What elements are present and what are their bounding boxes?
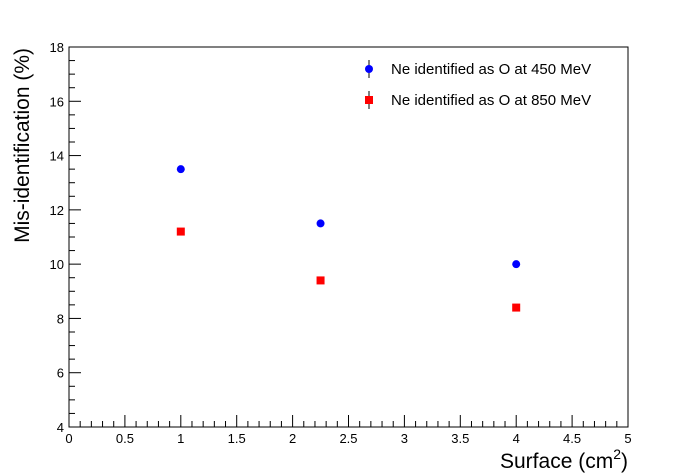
data-point-850mev: [316, 276, 325, 285]
x-tick-label: 4.5: [563, 431, 581, 446]
tick-labels: 0 0.5 1 1.5 2 2.5 3 3.5 4 4.5 5 4 6 8 10 12 14 16 18: [50, 40, 632, 446]
x-tick-label: 0: [65, 431, 72, 446]
x-tick-label: 1.5: [228, 431, 246, 446]
y-tick-label: 8: [57, 311, 64, 326]
y-tick-label: 18: [50, 40, 64, 55]
y-tick-label: 6: [57, 366, 64, 381]
x-tick-label: 2.5: [339, 431, 357, 446]
ticks: [68, 46, 629, 428]
legend-marker-square: [365, 96, 373, 104]
x-tick-label: 1: [177, 431, 184, 446]
x-tick-label: 3.5: [451, 431, 469, 446]
data-point-850mev: [512, 303, 521, 312]
data-point-850mev: [176, 227, 185, 236]
legend: Ne identified as O at 450 MeV Ne identifi…: [365, 60, 591, 109]
y-tick-label: 16: [50, 94, 64, 109]
data-marks: [176, 165, 521, 312]
x-tick-label: 5: [624, 431, 631, 446]
legend-marker-circle: [365, 65, 373, 73]
x-tick-label: 2: [289, 431, 296, 446]
y-tick-label: 10: [50, 257, 64, 272]
data-point-450mev: [176, 165, 185, 174]
y-tick-label: 14: [50, 149, 64, 164]
legend-label: Ne identified as O at 850 MeV: [391, 92, 591, 109]
legend-label: Ne identified as O at 450 MeV: [391, 61, 591, 78]
y-tick-label: 4: [57, 420, 64, 435]
x-axis-title: Surface (cm2): [500, 446, 628, 473]
y-axis-title: Mis-identification (%): [11, 48, 34, 243]
x-tick-label: 0.5: [116, 431, 134, 446]
data-point-450mev: [316, 219, 325, 228]
x-tick-label: 3: [401, 431, 408, 446]
x-tick-label: 4: [513, 431, 520, 446]
data-point-450mev: [512, 260, 521, 269]
y-tick-label: 12: [50, 203, 64, 218]
